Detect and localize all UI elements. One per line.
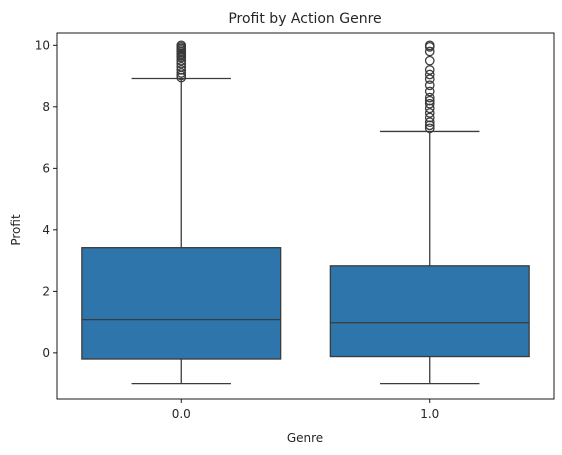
outlier-point [424,92,435,103]
outlier-point [176,55,187,66]
outlier-point [424,65,435,75]
x-tick-label: 0.0 [172,407,191,421]
outlier-point [424,112,435,123]
outlier-point [176,68,187,78]
outlier-point [176,40,187,51]
box-iqr [81,247,282,360]
y-tick-label: 10 [35,38,50,52]
outlier-point [424,108,435,118]
outlier-point [424,80,435,91]
y-tick-label: 0 [42,346,50,360]
outlier-point [424,120,435,131]
outlier-point [424,103,435,114]
outlier-point [176,58,187,69]
x-tick-label: 1.0 [420,407,439,421]
outlier-point [424,95,435,106]
outlier-point [424,40,435,51]
outlier-point [424,69,435,80]
y-tick-label: 4 [42,223,50,237]
outlier-point [424,55,435,66]
y-tick-label: 8 [42,100,50,114]
y-tick-label: 2 [42,284,50,298]
outlier-point [424,46,435,57]
outlier-point [424,86,435,97]
outlier-point [424,117,435,128]
box-iqr [329,265,530,358]
plot-area: 0 2 4 6 8 10 0.0 1.0 [35,32,555,421]
x-axis-label: Genre [287,431,323,445]
outlier-point [424,98,435,109]
y-axis-label: Profit [9,214,23,246]
y-tick-label: 6 [42,161,50,175]
outlier-point [176,61,187,72]
plot-frame [56,32,555,400]
outlier-point [176,65,187,75]
chart-title: Profit by Action Genre [228,11,381,27]
outlier-point [424,123,435,134]
outlier-point [424,74,435,84]
